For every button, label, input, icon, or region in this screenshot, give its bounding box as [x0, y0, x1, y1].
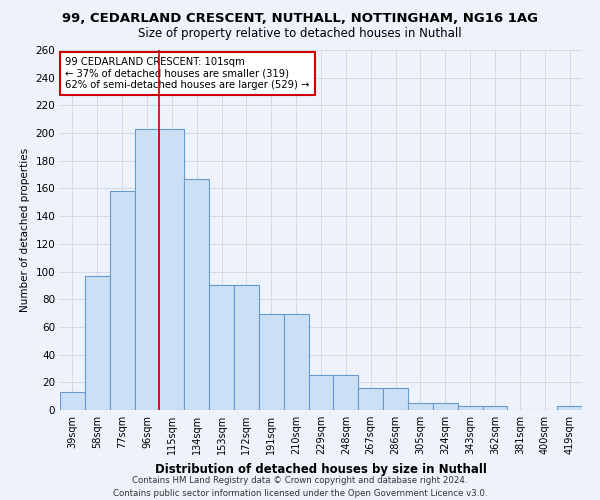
- Bar: [184, 179, 209, 410]
- Text: 99, CEDARLAND CRESCENT, NUTHALL, NOTTINGHAM, NG16 1AG: 99, CEDARLAND CRESCENT, NUTHALL, NOTTING…: [62, 12, 538, 26]
- Bar: [458, 406, 482, 410]
- Bar: [134, 129, 160, 410]
- Bar: [557, 406, 582, 410]
- Bar: [160, 129, 184, 410]
- Text: 99 CEDARLAND CRESCENT: 101sqm
← 37% of detached houses are smaller (319)
62% of : 99 CEDARLAND CRESCENT: 101sqm ← 37% of d…: [65, 57, 310, 90]
- Y-axis label: Number of detached properties: Number of detached properties: [20, 148, 30, 312]
- Bar: [209, 286, 234, 410]
- Bar: [110, 191, 134, 410]
- Bar: [60, 392, 85, 410]
- Bar: [259, 314, 284, 410]
- Bar: [85, 276, 110, 410]
- Text: Contains HM Land Registry data © Crown copyright and database right 2024.
Contai: Contains HM Land Registry data © Crown c…: [113, 476, 487, 498]
- X-axis label: Distribution of detached houses by size in Nuthall: Distribution of detached houses by size …: [155, 462, 487, 475]
- Bar: [308, 376, 334, 410]
- Bar: [284, 314, 308, 410]
- Bar: [334, 376, 358, 410]
- Bar: [383, 388, 408, 410]
- Bar: [358, 388, 383, 410]
- Bar: [482, 406, 508, 410]
- Bar: [433, 403, 458, 410]
- Bar: [234, 286, 259, 410]
- Text: Size of property relative to detached houses in Nuthall: Size of property relative to detached ho…: [138, 28, 462, 40]
- Bar: [408, 403, 433, 410]
